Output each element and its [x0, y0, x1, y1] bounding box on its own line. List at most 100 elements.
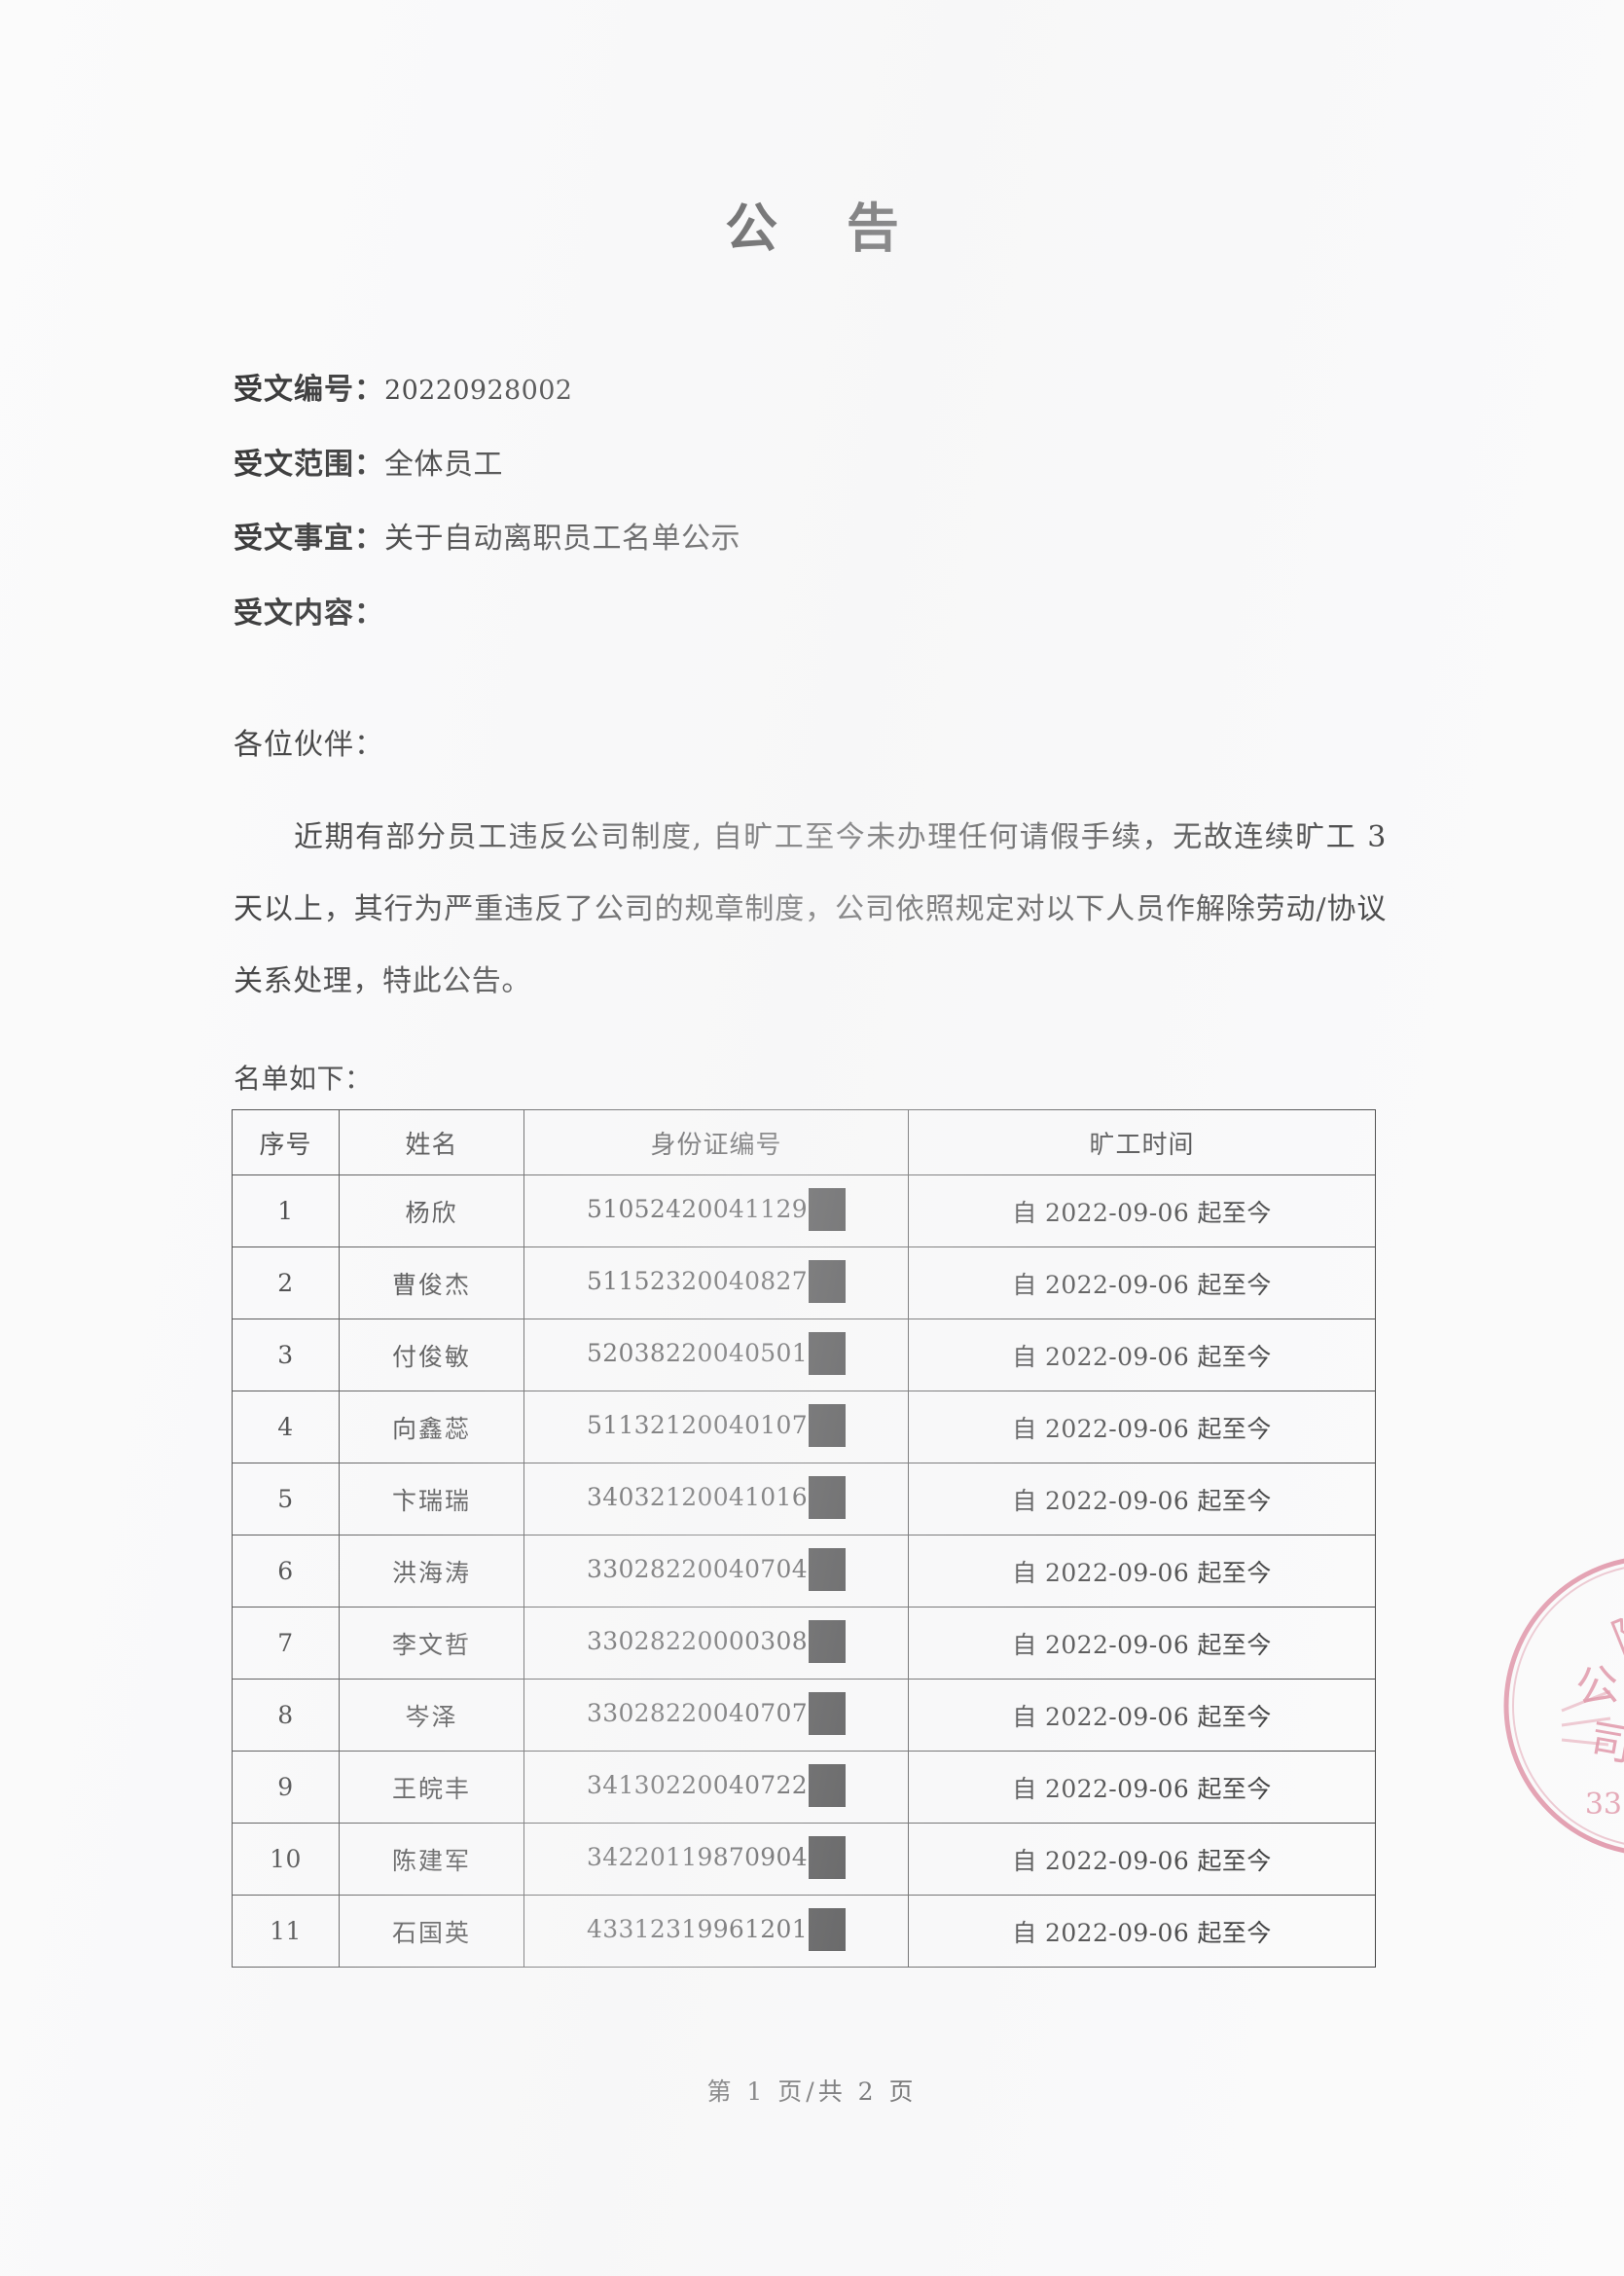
id-number-text: 33028220040707 [587, 1699, 808, 1727]
cell-employee-name: 曹俊杰 [339, 1246, 524, 1319]
table-row: 5 卞瑞瑞 34032120041016 自 2022-09-06 起至今 [232, 1463, 1376, 1535]
salutation: 各位伙伴： [234, 728, 384, 762]
id-number-text: 51152320040827 [587, 1267, 808, 1295]
cell-absence-period: 自 2022-09-06 起至今 [908, 1823, 1376, 1896]
cell-id-number: 34032120041016 [523, 1463, 909, 1535]
redaction-block [808, 1475, 846, 1519]
meta-row-subject: 受文事宜：关于自动离职员工名单公示 [234, 521, 1401, 558]
meta-row-content: 受文内容： [234, 596, 1401, 632]
cell-absence-period: 自 2022-09-06 起至今 [908, 1174, 1376, 1247]
redaction-block [808, 1619, 846, 1663]
column-header-id-number: 身份证编号 [523, 1109, 909, 1175]
meta-label-scope: 受文范围： [234, 447, 384, 482]
cell-absence-period: 自 2022-09-06 起至今 [908, 1895, 1376, 1968]
column-header-name: 姓名 [339, 1109, 524, 1175]
table-row: 6 洪海涛 33028220040704 自 2022-09-06 起至今 [232, 1535, 1376, 1608]
meta-label-subject: 受文事宜： [234, 522, 384, 556]
redaction-block [808, 1259, 846, 1303]
cell-id-number: 33028220040707 [523, 1679, 909, 1752]
cell-id-number: 52038220040501 [523, 1319, 909, 1391]
id-number-text: 34130220040722 [587, 1771, 808, 1799]
id-number-text: 51052420041129 [587, 1195, 808, 1223]
column-header-index: 序号 [232, 1109, 340, 1175]
meta-row-document-number: 受文编号：20220928002 [234, 372, 1401, 409]
id-number-text: 34032120041016 [587, 1483, 808, 1511]
id-number-text: 33028220000308 [587, 1627, 808, 1655]
cell-id-number: 34220119870904 [523, 1823, 909, 1896]
table-row: 1 杨欣 51052420041129 自 2022-09-06 起至今 [232, 1174, 1376, 1247]
cell-index: 3 [232, 1319, 340, 1391]
id-number-text: 51132120040107 [587, 1411, 808, 1439]
id-number-text: 52038220040501 [587, 1339, 808, 1367]
cell-index: 9 [232, 1751, 340, 1824]
page-title: 公 告 [725, 197, 924, 259]
redaction-block [808, 1691, 846, 1735]
cell-employee-name: 洪海涛 [339, 1535, 524, 1608]
cell-absence-period: 自 2022-09-06 起至今 [908, 1319, 1376, 1391]
cell-id-number: 51132120040107 [523, 1391, 909, 1463]
cell-id-number: 33028220000308 [523, 1607, 909, 1680]
cell-index: 10 [232, 1823, 340, 1896]
cell-employee-name: 王皖丰 [339, 1751, 524, 1824]
redaction-block [808, 1907, 846, 1951]
table-row: 4 向鑫蕊 51132120040107 自 2022-09-06 起至今 [232, 1391, 1376, 1463]
cell-employee-name: 付俊敏 [339, 1319, 524, 1391]
column-header-absence-period: 旷工时间 [908, 1109, 1376, 1175]
page-footer: 第 1 页/共 2 页 [706, 2077, 918, 2106]
cell-index: 1 [232, 1174, 340, 1247]
cell-absence-period: 自 2022-09-06 起至今 [908, 1607, 1376, 1680]
meta-label-document-number: 受文编号： [234, 373, 384, 407]
cell-absence-period: 自 2022-09-06 起至今 [908, 1535, 1376, 1608]
meta-value-document-number: 20220928002 [384, 376, 573, 406]
document-meta-block: 受文编号：20220928002 受文范围：全体员工 受文事宜：关于自动离职员工… [234, 372, 1401, 669]
table-row: 2 曹俊杰 51152320040827 自 2022-09-06 起至今 [232, 1246, 1376, 1319]
redaction-block [808, 1403, 846, 1447]
cell-index: 6 [232, 1535, 340, 1608]
cell-absence-period: 自 2022-09-06 起至今 [908, 1679, 1376, 1752]
cell-index: 2 [232, 1246, 340, 1319]
list-lead-text: 名单如下： [234, 1063, 373, 1095]
table-row: 8 岑泽 33028220040707 自 2022-09-06 起至今 [232, 1679, 1376, 1752]
cell-absence-period: 自 2022-09-06 起至今 [908, 1246, 1376, 1319]
cell-employee-name: 石国英 [339, 1895, 524, 1968]
table-row: 9 王皖丰 34130220040722 自 2022-09-06 起至今 [232, 1751, 1376, 1824]
cell-index: 8 [232, 1679, 340, 1752]
table-row: 3 付俊敏 52038220040501 自 2022-09-06 起至今 [232, 1319, 1376, 1391]
id-number-text: 34220119870904 [587, 1843, 808, 1871]
table-header-row: 序号 姓名 身份证编号 旷工时间 [232, 1109, 1376, 1175]
meta-value-scope: 全体员工 [384, 447, 503, 482]
id-number-text: 33028220040704 [587, 1555, 808, 1583]
table-row: 10 陈建军 34220119870904 自 2022-09-06 起至今 [232, 1823, 1376, 1896]
cell-index: 5 [232, 1463, 340, 1535]
redaction-block [808, 1547, 846, 1591]
id-number-text: 43312319961201 [587, 1915, 808, 1943]
body-paragraph: 近期有部分员工违反公司制度, 自旷工至今未办理任何请假手续，无故连续旷工 3 天… [234, 820, 1387, 998]
cell-absence-period: 自 2022-09-06 起至今 [908, 1751, 1376, 1824]
cell-employee-name: 陈建军 [339, 1823, 524, 1896]
redaction-block [808, 1187, 846, 1231]
table-row: 11 石国英 43312319961201 自 2022-09-06 起至今 [232, 1895, 1376, 1968]
cell-employee-name: 李文哲 [339, 1607, 524, 1680]
cell-employee-name: 向鑫蕊 [339, 1391, 524, 1463]
cell-employee-name: 杨欣 [339, 1174, 524, 1247]
cell-index: 4 [232, 1391, 340, 1463]
meta-value-subject: 关于自动离职员工名单公示 [384, 522, 740, 556]
cell-index: 11 [232, 1895, 340, 1968]
employee-roster-table: 序号 姓名 身份证编号 旷工时间 1 杨欣 51052420041129 自 2022… [232, 1109, 1376, 1968]
cell-id-number: 51052420041129 [523, 1174, 909, 1247]
cell-absence-period: 自 2022-09-06 起至今 [908, 1391, 1376, 1463]
cell-id-number: 51152320040827 [523, 1246, 909, 1319]
cell-index: 7 [232, 1607, 340, 1680]
cell-id-number: 33028220040704 [523, 1535, 909, 1608]
cell-employee-name: 卞瑞瑞 [339, 1463, 524, 1535]
table-row: 7 李文哲 33028220000308 自 2022-09-06 起至今 [232, 1607, 1376, 1680]
redaction-block [808, 1763, 846, 1807]
cell-absence-period: 自 2022-09-06 起至今 [908, 1463, 1376, 1535]
cell-id-number: 43312319961201 [523, 1895, 909, 1968]
cell-id-number: 34130220040722 [523, 1751, 909, 1824]
table-body: 1 杨欣 51052420041129 自 2022-09-06 起至今 2 曹俊杰 511… [232, 1174, 1376, 1968]
cell-employee-name: 岑泽 [339, 1679, 524, 1752]
redaction-block [808, 1835, 846, 1879]
